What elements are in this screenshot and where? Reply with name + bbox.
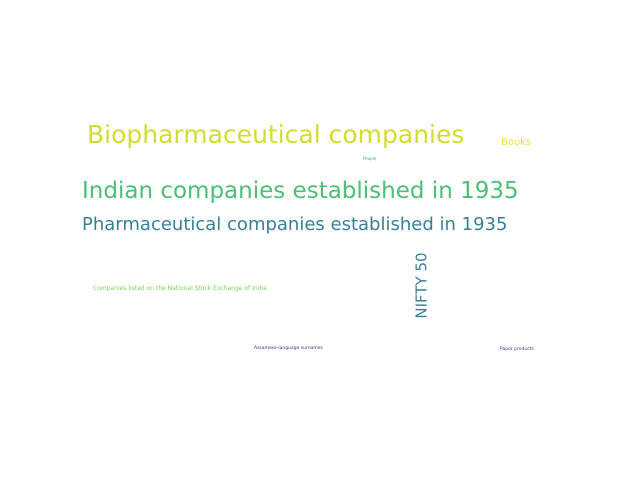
word-assamese-surnames: Assamese-language surnames bbox=[254, 346, 323, 351]
word-books: Books bbox=[501, 137, 532, 148]
word-paper-products: Paper products bbox=[500, 347, 534, 352]
word-pharmaceutical-companies-1935: Pharmaceutical companies established in … bbox=[82, 214, 508, 235]
word-indian-companies-1935: Indian companies established in 1935 bbox=[82, 178, 519, 204]
word-biopharmaceutical-companies: Biopharmaceutical companies bbox=[87, 120, 465, 149]
word-nifty-50: NIFTY 50 bbox=[412, 252, 431, 319]
word-nse-listed-companies: Companies listed on the National Stock E… bbox=[93, 285, 267, 292]
word-people: People bbox=[363, 156, 377, 161]
